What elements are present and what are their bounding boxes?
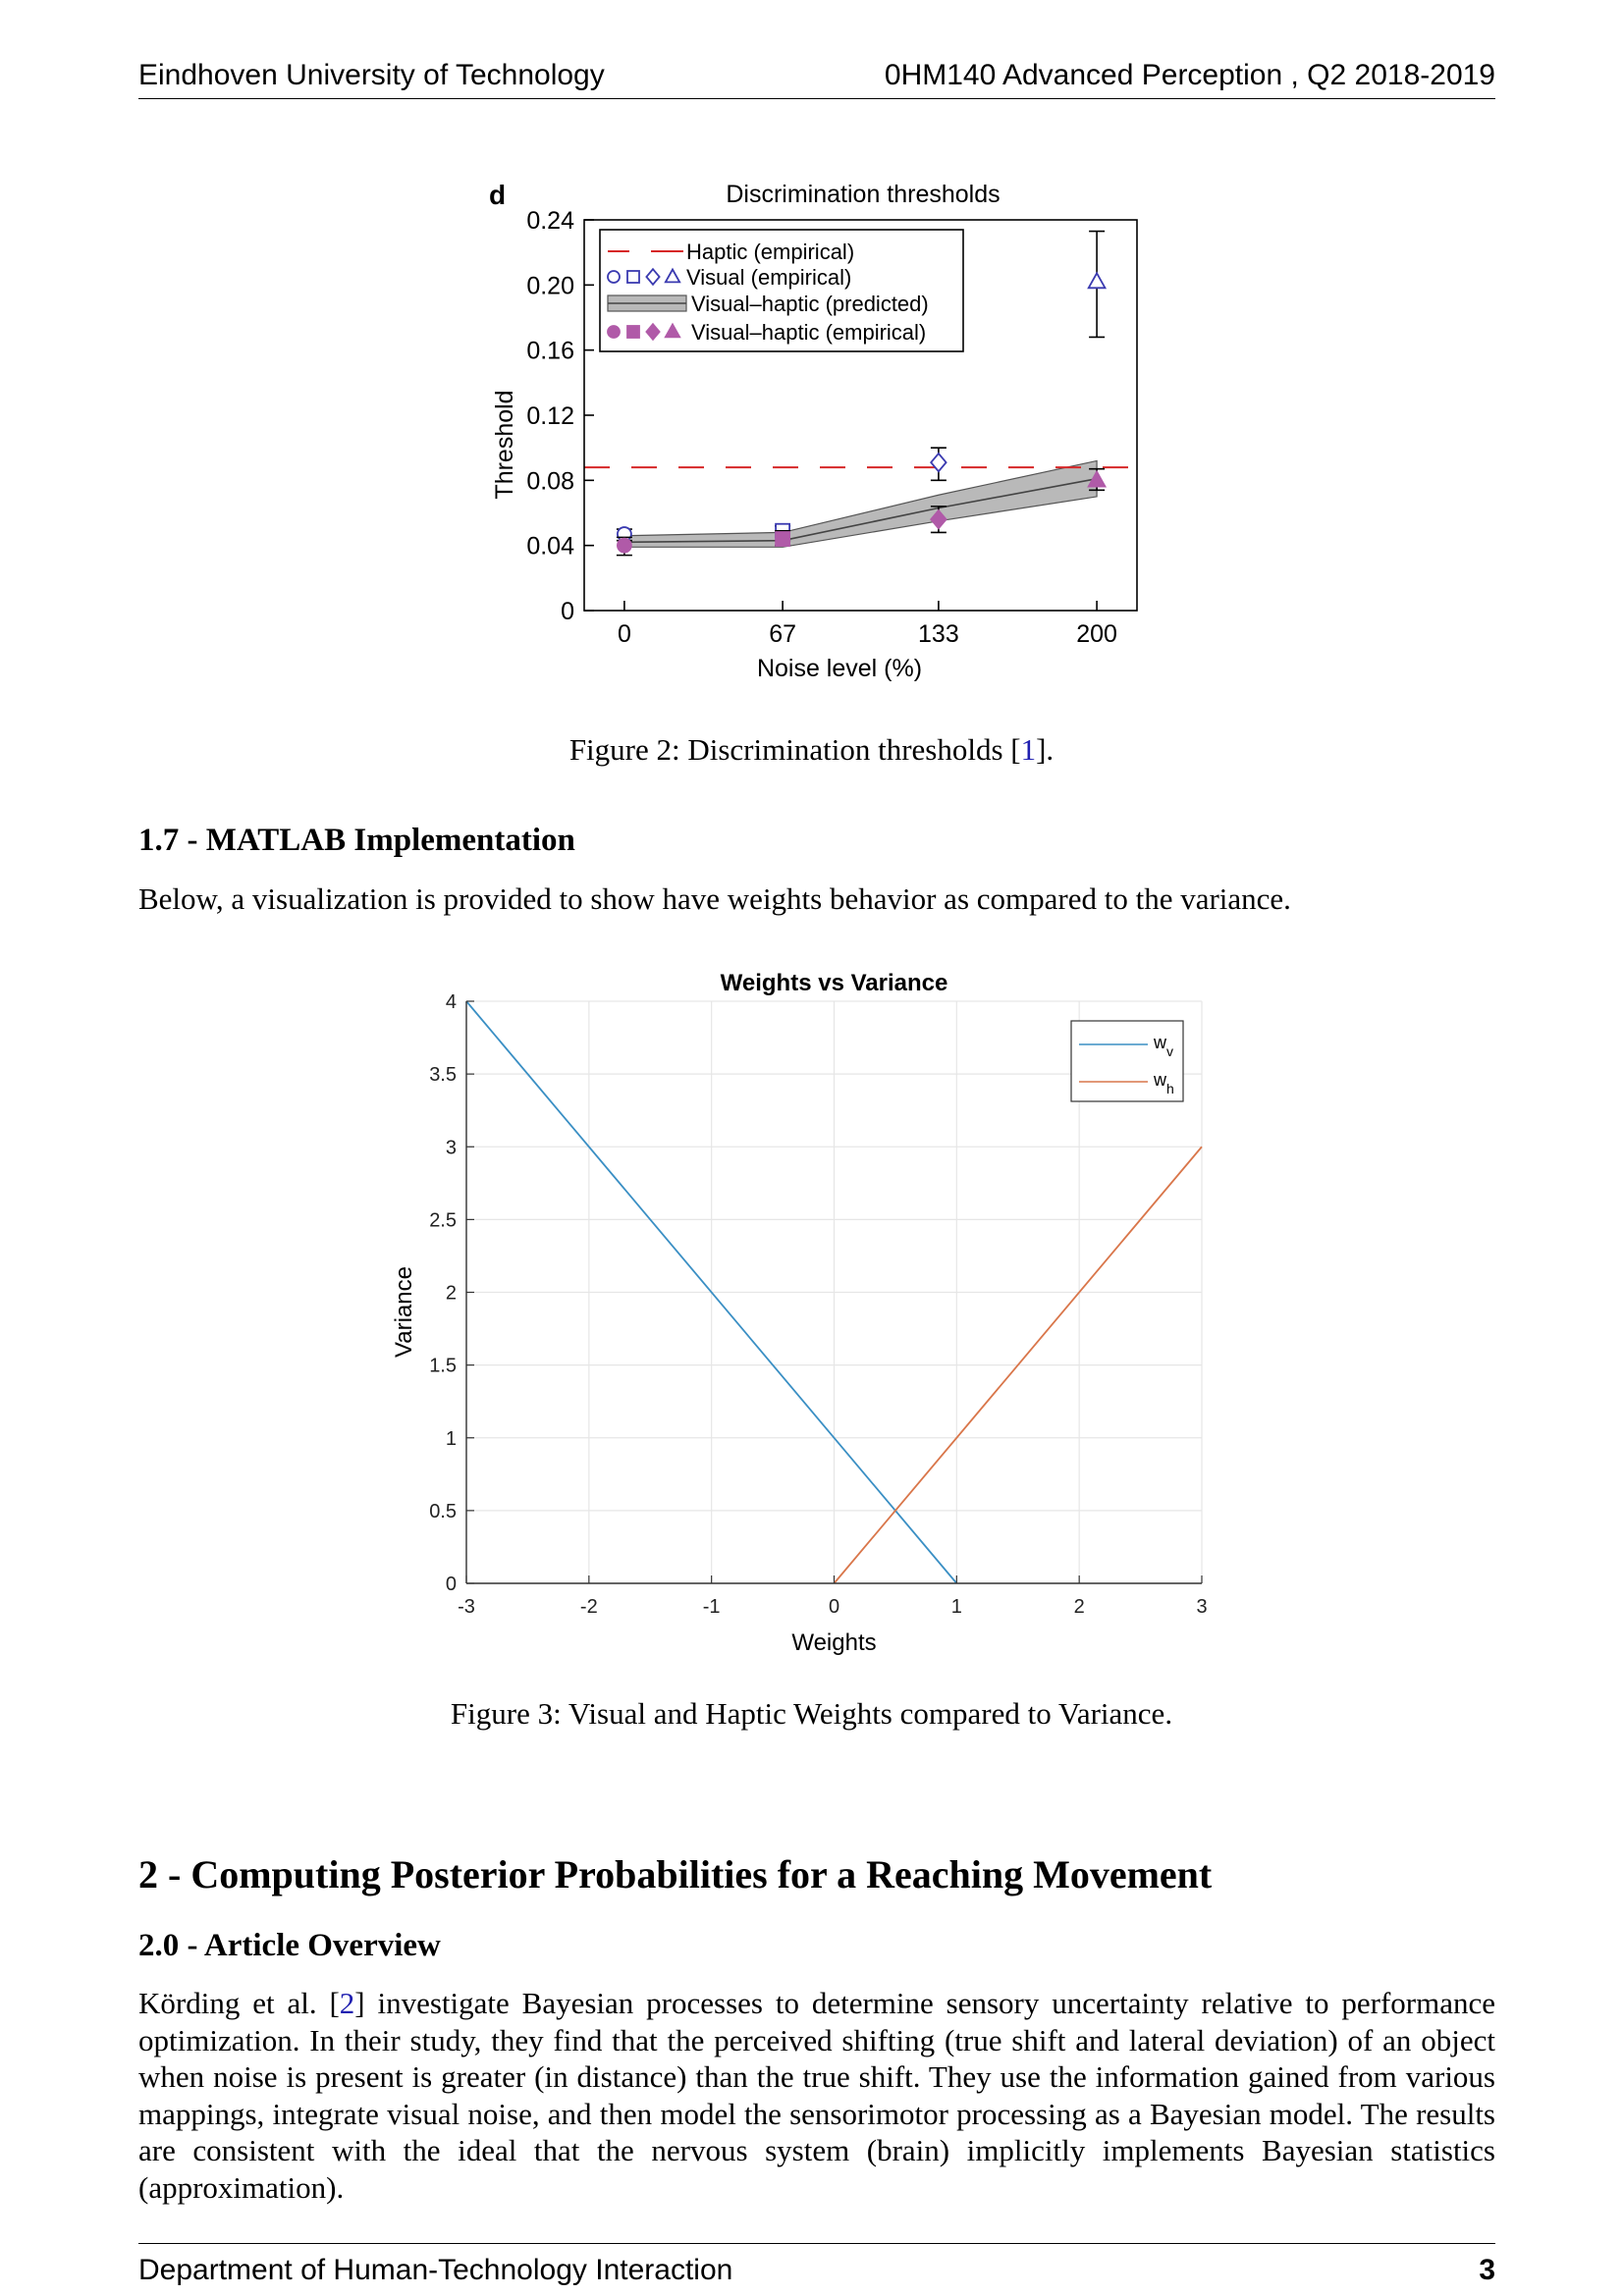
- legend-vh-marker: [626, 325, 640, 339]
- y-tick-label: 3: [446, 1137, 457, 1158]
- x-tick-label: -1: [703, 1596, 721, 1618]
- legend-visual-marker: [645, 267, 661, 287]
- legend-vh-marker: [645, 322, 661, 342]
- x-tick-label: 1: [951, 1596, 962, 1618]
- legend-label: wv: [1153, 1033, 1173, 1059]
- x-tick-label: -2: [580, 1596, 598, 1618]
- legend-label: Visual–haptic (predicted): [691, 292, 929, 316]
- legend-box: [599, 229, 964, 352]
- wh-series-line: [833, 1146, 1203, 1584]
- legend-vh-marker: [664, 322, 681, 339]
- y-tick-label: 0: [446, 1574, 457, 1595]
- figure-3-chart: wv wh -3 -2 -1 0 1 2 3 0 0.5 1 1.5 2 2.5 3 3.5 4 Weights …: [391, 970, 1208, 1656]
- legend-label: Visual (empirical): [686, 265, 851, 290]
- page-footer: Department of Human-Technology Interacti…: [138, 2243, 1495, 2295]
- section-2-0-heading: 2.0 - Article Overview: [138, 1928, 441, 1963]
- y-tick-label: 3.5: [429, 1064, 457, 1086]
- wv-series-line: [465, 1000, 958, 1584]
- page-header: Eindhoven University of Technology 0HM14…: [138, 55, 1495, 99]
- y-tick-label: 1: [446, 1428, 457, 1450]
- x-tick-label: 200: [1076, 620, 1117, 648]
- legend-label: wh: [1153, 1070, 1174, 1096]
- header-course: 0HM140 Advanced Perception , Q2 2018-201…: [884, 59, 1495, 91]
- visual-haptic-point: [1087, 469, 1108, 488]
- y-tick-label: 0.20: [526, 272, 574, 299]
- y-tick-label: 0.24: [526, 207, 574, 235]
- citation-link-2[interactable]: 2: [339, 1986, 355, 2020]
- header-institution: Eindhoven University of Technology: [138, 59, 605, 91]
- predicted-band-mid-line: [623, 477, 1098, 544]
- paragraph-start: Körding et al. [: [138, 1986, 340, 2020]
- y-tick-label: 2.5: [429, 1209, 457, 1231]
- figure-2-chart: Haptic (empirical)Visual (empirical)Visu…: [489, 180, 1138, 682]
- x-tick-label: 0: [618, 620, 631, 648]
- x-tick-label: 0: [829, 1596, 839, 1618]
- y-tick-label: 0.5: [429, 1501, 457, 1522]
- y-tick-label: 0.08: [526, 467, 574, 495]
- y-tick-label: 0.04: [526, 533, 574, 561]
- figure-2-caption: Figure 2: Discrimination thresholds [1].: [0, 732, 1623, 768]
- x-tick-label: -3: [458, 1596, 475, 1618]
- legend-box: [1070, 1020, 1184, 1102]
- y-axis-label: Variance: [391, 1266, 417, 1358]
- y-axis-label: Threshold: [491, 390, 518, 499]
- footer-department: Department of Human-Technology Interacti…: [138, 2254, 733, 2286]
- figure-3-caption: Figure 3: Visual and Haptic Weights comp…: [450, 1696, 1173, 1731]
- x-tick-label: 67: [769, 620, 796, 648]
- y-tick-label: 4: [446, 991, 457, 1013]
- legend-visual-marker: [607, 270, 621, 284]
- y-tick-label: 0.12: [526, 402, 574, 430]
- figure-2-caption-text: Figure 2: Discrimination thresholds [: [568, 732, 1021, 767]
- figure-2-caption-end: ].: [1036, 732, 1055, 767]
- predicted-band: [623, 459, 1098, 548]
- x-tick-label: 133: [918, 620, 959, 648]
- y-tick-label: 2: [446, 1283, 457, 1305]
- visual-haptic-point: [930, 508, 947, 530]
- y-tick-label: 1.5: [429, 1356, 457, 1377]
- y-tick-label: 0.16: [526, 338, 574, 365]
- chart-title: Discrimination thresholds: [726, 181, 1000, 208]
- visual-haptic-point: [775, 531, 791, 547]
- x-axis-label: Noise level (%): [757, 655, 922, 682]
- panel-label: d: [489, 180, 506, 210]
- section-1-7-heading: 1.7 - MATLAB Implementation: [138, 823, 575, 858]
- section-2-heading: 2 - Computing Posterior Probabilities fo…: [138, 1852, 1213, 1896]
- section-2-0-paragraph: Körding et al. [2] investigate Bayesian …: [138, 1985, 1495, 2206]
- page-number: 3: [1479, 2254, 1495, 2286]
- x-axis-label: Weights: [791, 1629, 876, 1656]
- y-tick-label: 0: [561, 598, 574, 625]
- visual-point: [1087, 271, 1108, 290]
- visual-point: [930, 452, 947, 473]
- legend-label: Visual–haptic (empirical): [691, 320, 926, 345]
- legend-visual-marker: [626, 270, 640, 284]
- x-tick-label: 2: [1074, 1596, 1085, 1618]
- section-1-7-paragraph: Below, a visualization is provided to sh…: [138, 881, 1291, 916]
- x-tick-label: 3: [1196, 1596, 1207, 1618]
- figure-2-citation-link[interactable]: 1: [1020, 732, 1037, 767]
- legend-visual-marker: [664, 267, 681, 284]
- visual-haptic-point: [617, 537, 632, 554]
- paragraph-rest: ] investigate Bayesian processes to dete…: [138, 1986, 1495, 2205]
- legend-label: Haptic (empirical): [686, 240, 854, 264]
- legend-vh-marker: [607, 325, 621, 339]
- chart-title: Weights vs Variance: [721, 970, 948, 996]
